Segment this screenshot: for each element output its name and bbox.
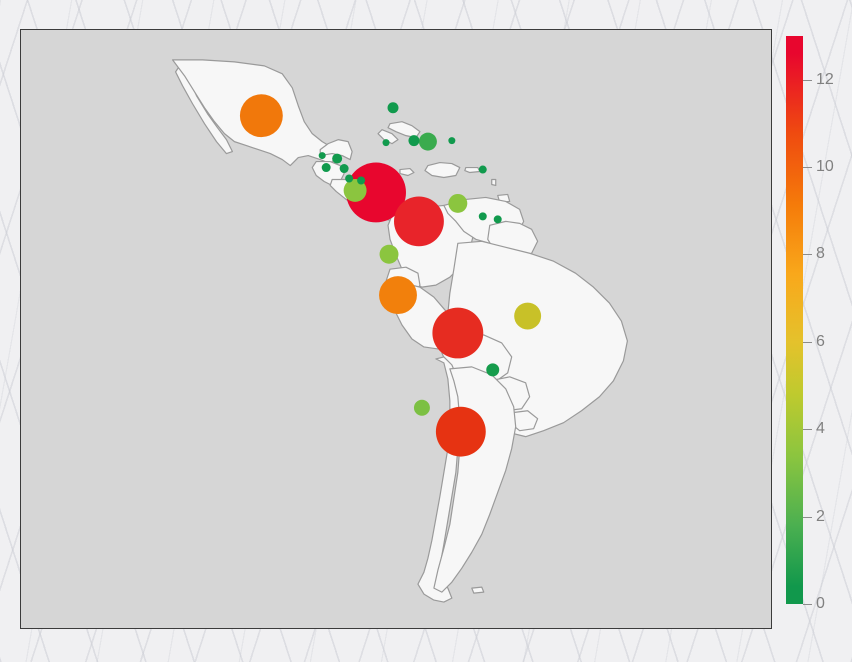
colorbar-tick-mark	[803, 254, 812, 256]
map-bubble[interactable]	[382, 139, 390, 147]
bubble-layer[interactable]	[239, 94, 542, 457]
land-falklands	[471, 586, 485, 594]
colorbar-tick-label: 10	[816, 158, 834, 176]
map-bubble[interactable]	[357, 176, 366, 185]
land-jamaica	[399, 167, 415, 177]
map-bubble[interactable]	[478, 212, 487, 221]
map-bubble[interactable]	[448, 137, 456, 145]
land-lesser-antilles	[491, 178, 497, 187]
colorbar-tick-mark	[803, 429, 812, 431]
map-bubble[interactable]	[318, 152, 326, 160]
map-bubble[interactable]	[379, 244, 399, 264]
map-bubble[interactable]	[387, 102, 399, 114]
map-bubble[interactable]	[432, 307, 484, 359]
map-bubble[interactable]	[514, 302, 542, 330]
map-bubble[interactable]	[339, 164, 349, 174]
map-bubble[interactable]	[343, 179, 367, 202]
colorbar-gradient	[786, 36, 803, 604]
map-bubble[interactable]	[345, 174, 354, 183]
land-layer	[171, 59, 628, 603]
colorbar-tick-label: 6	[816, 332, 825, 350]
map-bubble[interactable]	[478, 165, 487, 174]
map-bubble[interactable]	[413, 399, 430, 416]
colorbar-tick-label: 0	[816, 595, 825, 612]
land-cuba-tail	[377, 129, 399, 145]
map-panel[interactable]	[20, 29, 772, 629]
map-bubble[interactable]	[239, 94, 283, 138]
land-puerto-rico	[464, 166, 481, 174]
colorbar-tick-mark	[803, 516, 812, 518]
map-bubble[interactable]	[448, 193, 468, 213]
map-bubble[interactable]	[394, 196, 444, 247]
colorbar-tick-mark	[803, 79, 812, 81]
colorbar-tick-label: 2	[816, 507, 825, 525]
map-bubble[interactable]	[408, 135, 420, 147]
map-canvas[interactable]	[21, 30, 771, 628]
colorbar-tick-mark	[803, 167, 812, 169]
map-bubble[interactable]	[435, 406, 486, 457]
colorbar-tick-label: 12	[816, 70, 834, 88]
map-bubble[interactable]	[418, 132, 437, 151]
land-hispaniola	[424, 161, 461, 179]
colorbar-tick-mark	[803, 341, 812, 343]
colorbar-tick-mark	[803, 604, 812, 605]
map-bubble[interactable]	[488, 364, 499, 375]
colorbar-tick-label: 8	[816, 245, 825, 263]
map-bubble[interactable]	[493, 215, 502, 224]
map-bubble[interactable]	[321, 163, 331, 173]
map-bubble[interactable]	[332, 153, 343, 164]
colorbar-tick-label: 4	[816, 420, 825, 438]
map-bubble[interactable]	[379, 276, 417, 315]
colorbar[interactable]: 0 2 4 6 8 10 12	[786, 36, 834, 612]
